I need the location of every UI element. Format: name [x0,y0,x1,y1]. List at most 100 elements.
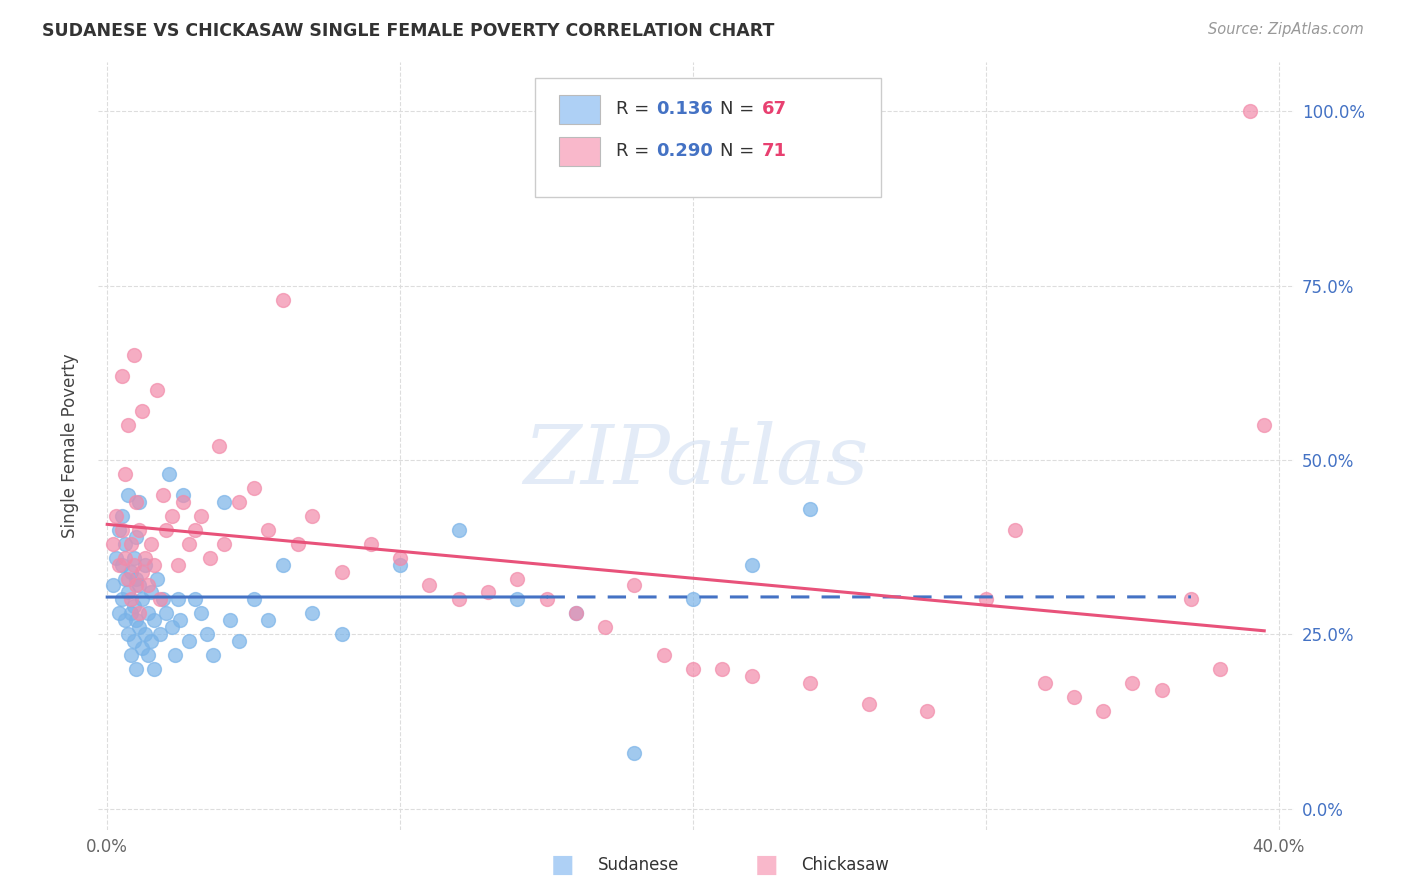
Point [125,530,148,544]
Point [120,536,142,550]
Text: N =: N = [720,100,759,119]
Point [565,607,588,621]
Point [117,572,139,586]
Point [228,634,250,648]
Point [166,558,188,572]
FancyBboxPatch shape [534,78,882,197]
Point [711,662,734,676]
Point [131,641,153,656]
Point [179,536,201,550]
Point [143,662,166,676]
Text: Source: ZipAtlas.com: Source: ZipAtlas.com [1208,22,1364,37]
Point [136,648,159,663]
Point [1239,104,1261,119]
Point [389,550,412,565]
Point [1209,662,1232,676]
Point [125,572,148,586]
Point [682,662,704,676]
Point [301,508,323,523]
Bar [558,95,600,124]
Point [166,592,188,607]
Point [271,293,294,307]
Point [108,523,131,537]
Point [201,648,224,663]
Point [1121,676,1143,690]
Point [169,613,191,627]
Point [152,592,174,607]
Point [111,523,134,537]
Point [146,572,169,586]
Point [418,578,440,592]
Point [506,592,529,607]
Point [131,592,153,607]
Point [114,467,136,481]
Text: Sudanese: Sudanese [598,856,679,874]
Point [917,704,939,718]
Point [117,627,139,641]
Point [163,648,186,663]
Point [117,585,139,599]
Point [799,676,821,690]
Text: 0.136: 0.136 [657,100,713,119]
Point [172,488,194,502]
Text: 71: 71 [762,142,787,160]
Point [190,607,212,621]
Point [120,607,142,621]
Point [111,592,134,607]
Point [741,669,763,683]
Point [198,550,221,565]
Point [131,565,153,579]
Point [141,634,163,648]
Point [974,592,997,607]
Point [155,523,177,537]
Point [101,578,124,592]
Point [207,439,229,453]
Point [117,488,139,502]
Text: SUDANESE VS CHICKASAW SINGLE FEMALE POVERTY CORRELATION CHART: SUDANESE VS CHICKASAW SINGLE FEMALE POVE… [42,22,775,40]
Point [108,607,131,621]
Point [146,383,169,397]
Point [143,558,166,572]
Point [271,558,294,572]
Point [128,607,150,621]
Point [155,607,177,621]
Point [652,648,675,663]
Point [122,558,145,572]
Point [1063,690,1085,704]
Point [447,523,470,537]
Point [125,578,148,592]
Point [257,613,280,627]
Text: Chickasaw: Chickasaw [801,856,889,874]
Text: ■: ■ [551,854,574,877]
Point [149,627,172,641]
Point [506,572,529,586]
Point [195,627,218,641]
Point [105,508,127,523]
Point [128,495,150,509]
Point [172,495,194,509]
Point [242,592,264,607]
Y-axis label: Single Female Poverty: Single Female Poverty [60,354,79,538]
Text: R =: R = [616,100,655,119]
Point [117,418,139,433]
Point [1092,704,1115,718]
Point [799,501,821,516]
Point [152,488,174,502]
Point [134,627,156,641]
Point [389,558,412,572]
Point [134,558,156,572]
Point [1150,683,1173,698]
Point [134,550,156,565]
Point [160,508,183,523]
Point [111,369,134,384]
Point [190,508,212,523]
Point [360,536,382,550]
Point [536,592,558,607]
Point [149,592,172,607]
Point [157,467,180,481]
Point [136,607,159,621]
Point [131,404,153,418]
Point [122,599,145,614]
Point [565,607,588,621]
Point [623,746,645,760]
